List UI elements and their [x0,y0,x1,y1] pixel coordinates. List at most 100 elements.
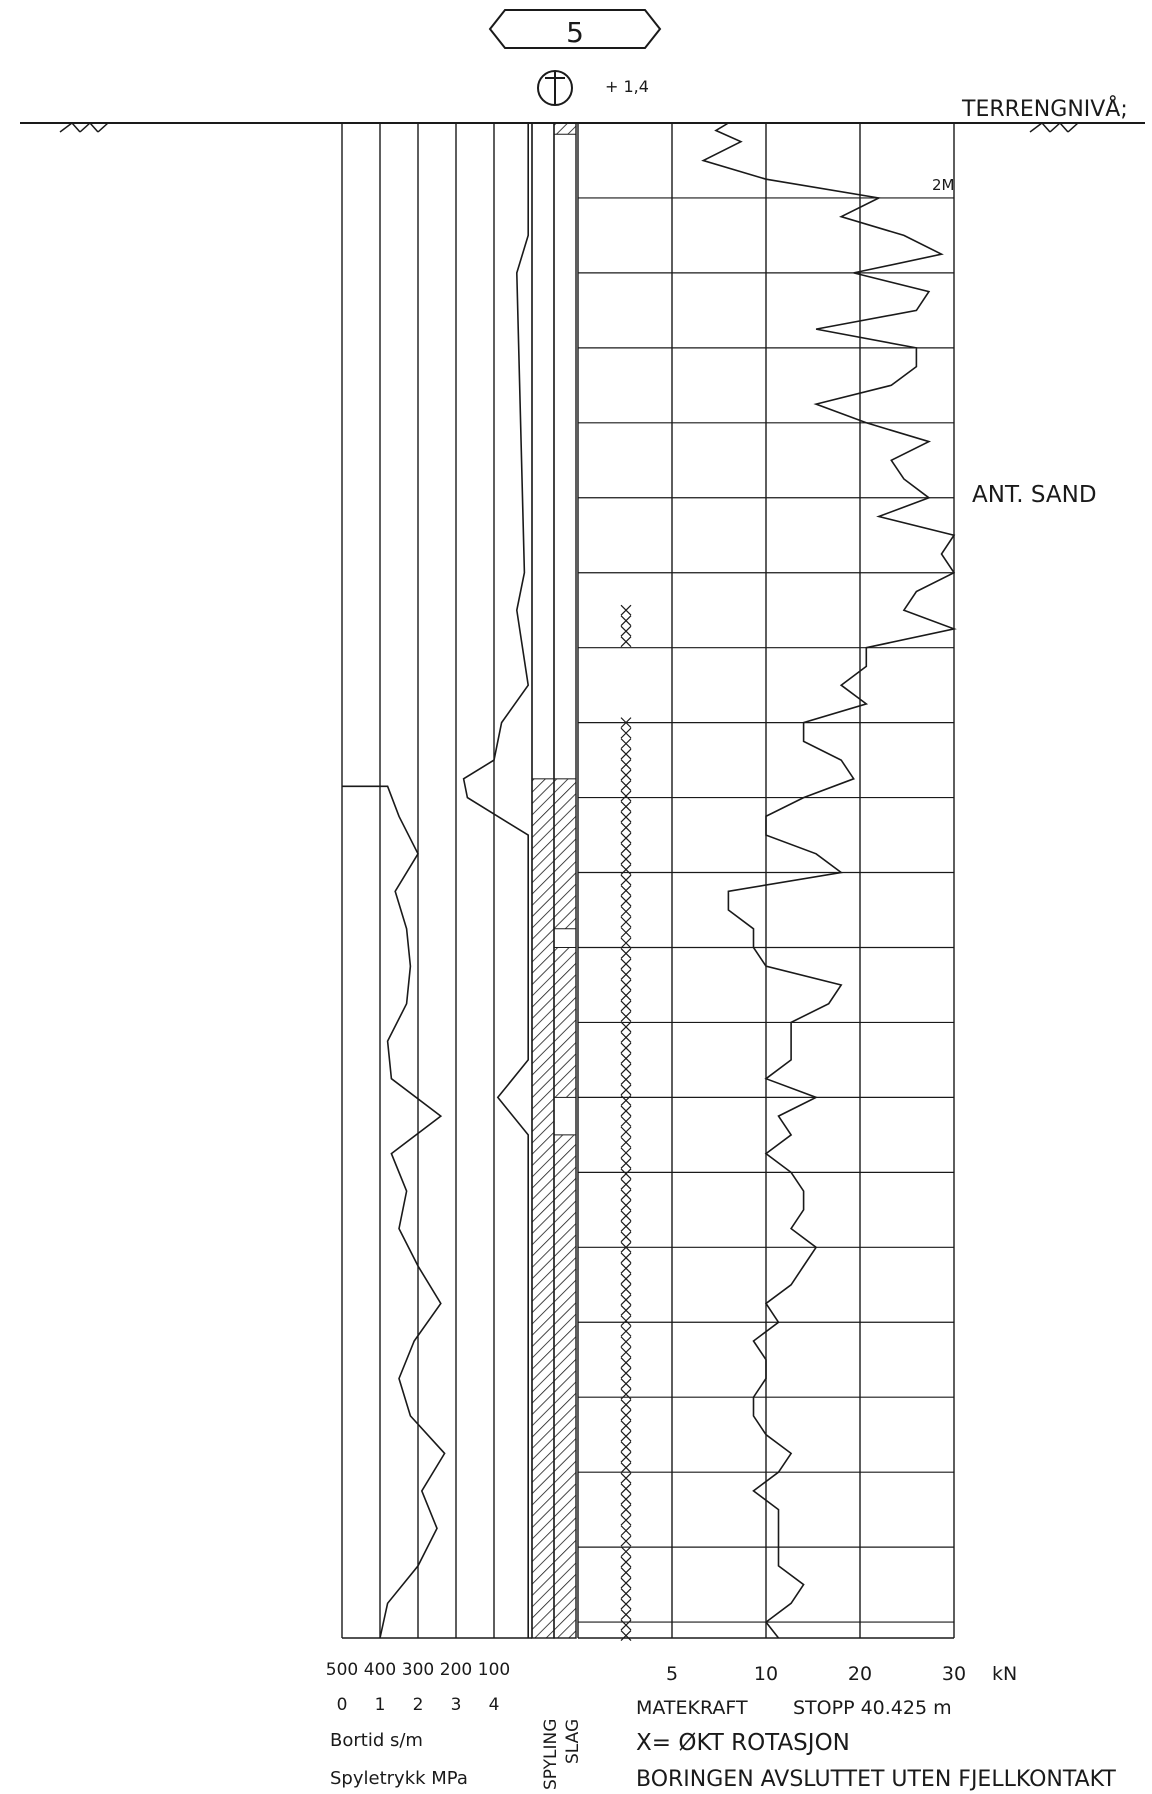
slag-band [553,122,577,135]
terrain-hatch-left [59,122,109,133]
x-mark [620,853,632,865]
x-mark [620,780,632,792]
bortid-tick: 500 [326,1660,358,1680]
spyletrykk-tick: 4 [489,1695,500,1715]
x-mark [620,1073,632,1085]
x-mark [620,1619,632,1631]
x-mark [620,1262,632,1274]
x-mark [620,937,632,949]
x-mark [620,1598,632,1610]
x-mark [620,1367,632,1379]
x-mark [620,1588,632,1600]
x-mark [620,1535,632,1547]
x-mark [620,801,632,813]
x-mark [620,1504,632,1516]
x-mark [620,1315,632,1327]
soil-note: ANT. SAND [972,482,1097,508]
x-mark [620,1063,632,1075]
x-mark [620,895,632,907]
x-mark [620,958,632,970]
x-mark [620,1252,632,1264]
x-mark [620,1189,632,1201]
x-mark [620,1325,632,1337]
force-tick: 5 [666,1663,678,1685]
borehole-symbol: T [537,70,573,106]
x-mark [620,1462,632,1474]
x-mark [620,979,632,991]
x-mark [620,615,632,627]
x-mark [620,1105,632,1117]
terrain-hatch-right [1029,122,1079,133]
force-tick: 20 [848,1663,872,1685]
force-tick: 10 [754,1663,778,1685]
x-mark [620,1052,632,1064]
x-mark [620,769,632,781]
force-tick-labels: 5 10 20 30 [666,1663,966,1685]
x-mark [620,1567,632,1579]
bortid-tick: 200 [440,1660,472,1680]
x-mark [620,864,632,875]
borehole-number: 5 [566,16,584,49]
mode-label-spyling: SPYLING [541,1719,561,1790]
x-mark [620,1199,632,1211]
spyling-slag-columns [531,122,577,1639]
force-unit: kN [992,1663,1017,1685]
x-mark [620,1157,632,1169]
matekraft-grid [577,123,955,1639]
bortid-tick: 300 [402,1660,434,1680]
x-mark [620,1032,632,1043]
spyletrykk-tick: 3 [451,1695,462,1715]
x-mark [620,1304,632,1316]
x-mark [620,1399,632,1411]
x-mark [620,1241,632,1253]
x-mark [620,636,632,648]
x-mark [620,948,632,959]
bortid-tick: 100 [478,1660,510,1680]
force-tick: 30 [942,1663,966,1685]
x-mark [620,1346,632,1358]
x-mark [620,1126,632,1138]
x-mark [620,1409,632,1421]
rotation-x-marks [620,604,632,1641]
x-mark [620,1577,632,1589]
x-mark [620,1609,632,1621]
x-mark [620,1630,632,1641]
x-mark [620,759,632,771]
bortid-label: Bortid s/m [330,1730,423,1751]
x-mark [620,1388,632,1400]
x-mark [620,1084,632,1096]
x-mark [620,927,632,938]
bortid-spyletrykk-grid [341,123,533,1639]
rotation-legend: X= ØKT ROTASJON [636,1730,850,1756]
x-mark [620,1147,632,1159]
spyling-band [531,778,555,1639]
x-mark [620,717,632,729]
x-mark [620,916,632,928]
elevation-label: + 1,4 [605,77,649,96]
x-mark [620,969,632,980]
x-mark [620,832,632,844]
x-mark [620,790,632,802]
x-mark [620,748,632,760]
x-mark [620,1525,632,1537]
x-mark [620,1336,632,1348]
ground-level-label: TERRENGNIVÅ; [961,95,1128,122]
x-mark [620,990,632,1001]
matekraft-curve [701,122,957,1639]
x-mark [620,1294,632,1306]
spyletrykk-tick: 2 [413,1695,424,1715]
x-mark [620,843,632,854]
x-mark [620,885,632,896]
x-mark [620,1220,632,1232]
x-mark [620,1430,632,1442]
x-mark [620,1514,632,1526]
x-mark [620,604,632,616]
x-mark [620,1357,632,1369]
x-mark [620,1168,632,1180]
x-mark [620,1451,632,1463]
x-mark [620,1556,632,1568]
slag-band [553,946,577,1098]
slag-band [553,1134,577,1639]
x-mark [620,727,632,739]
x-mark [620,1178,632,1190]
